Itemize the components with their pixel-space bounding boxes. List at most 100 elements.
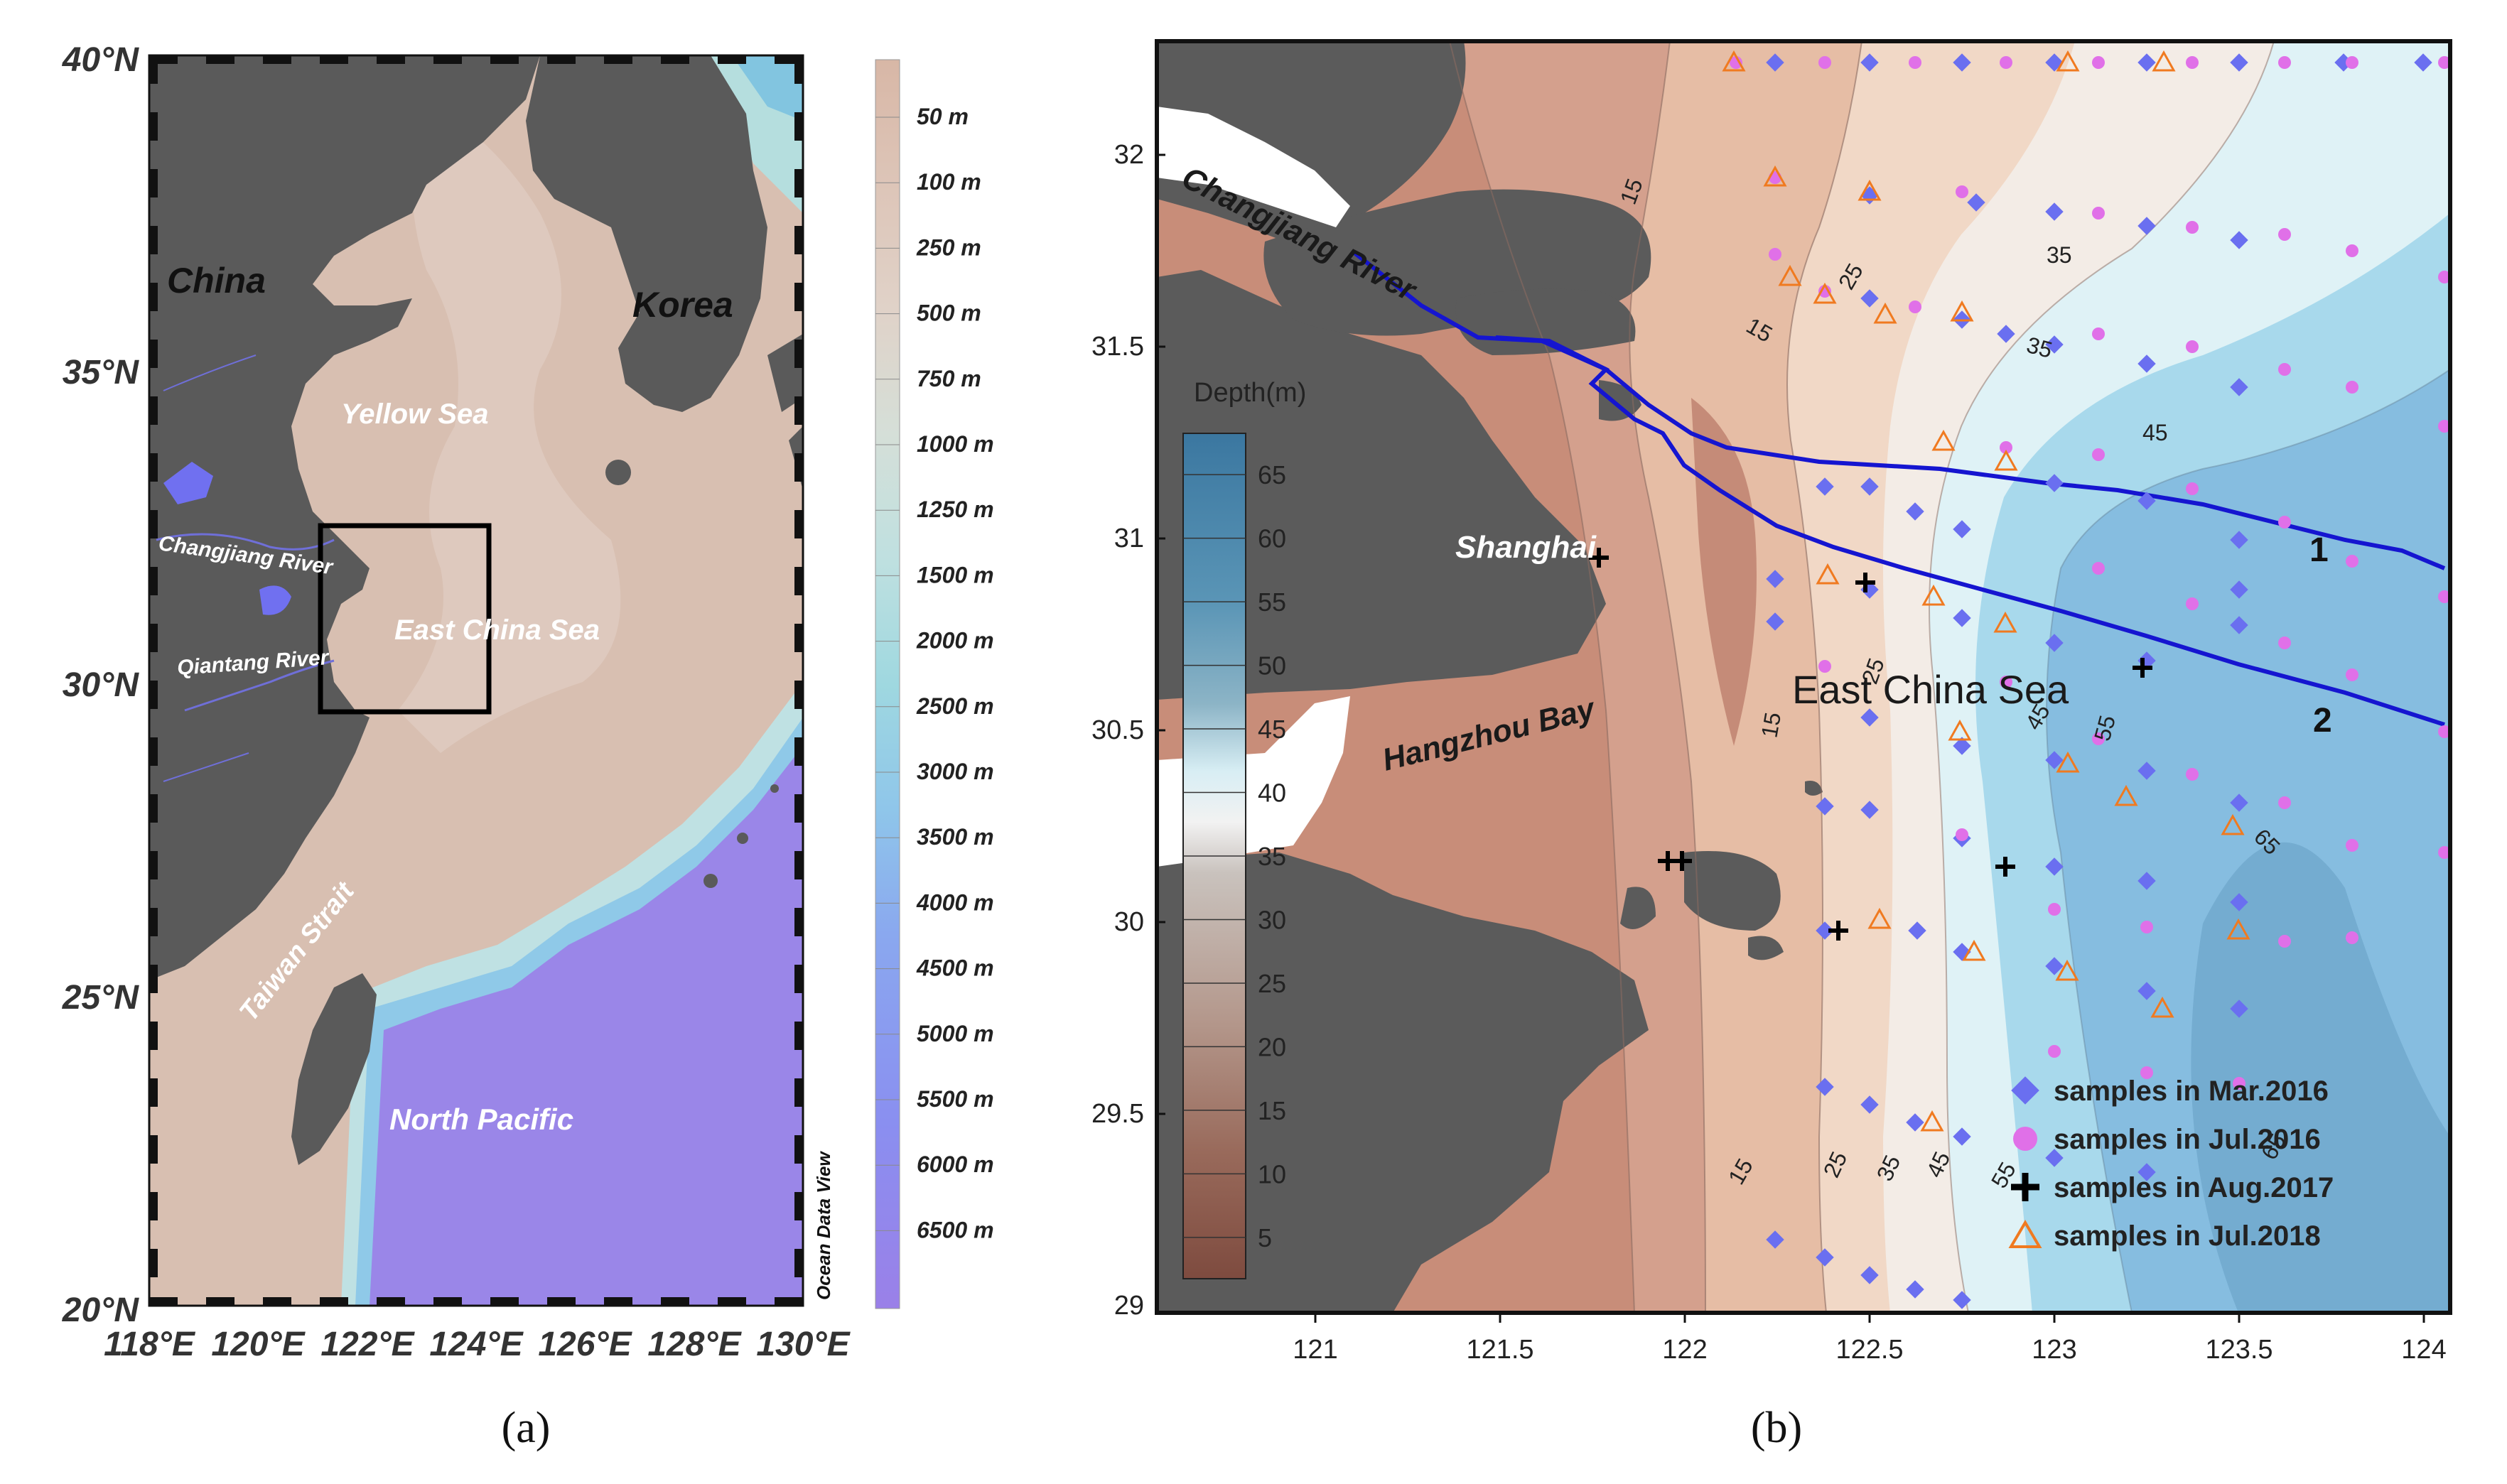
lake [163,462,213,504]
lon-tick: 128°E [647,1326,742,1363]
sample-jul-2016 [2000,441,2012,454]
sample-legend: samples in Mar.2016 samples in Jul.2016 sa… [2008,1076,2334,1252]
label-east-china-sea: East China Sea [394,614,600,646]
sample-jul-2016 [2346,839,2358,852]
colorbar-label: 500 m [917,300,981,326]
sample-jul-2016 [2438,271,2451,283]
x-tick: 122 [1662,1335,1707,1365]
sample-jul-2018 [1921,584,1946,606]
legend-label: samples in Mar.2016 [2054,1076,2329,1107]
transect-2-label: 2 [2313,702,2332,740]
sample-jul-2018 [1873,302,1897,324]
sample-jul-2016 [2092,448,2105,461]
zhoushan-island [1684,851,1781,931]
sample-jul-2016 [2278,56,2291,69]
river-line [163,354,257,391]
colorbar-label: 5000 m [917,1021,994,1046]
colorbar-tick-label: 65 [1258,460,1286,489]
colorbar-label: 1250 m [917,497,994,522]
legend-marker-cross [2011,1173,2039,1201]
label-north-pacific: North Pacific [389,1103,573,1136]
colorbar-label: 2500 m [916,693,994,719]
sample-jul-2016 [2048,1045,2061,1058]
sample-jul-2018 [2150,996,2174,1018]
colorbar-label: 6000 m [917,1152,994,1177]
y-tick: 29 [1114,1291,1144,1321]
sample-jul-2016 [1956,828,1968,841]
label-east-china-sea-b: East China Sea [1792,667,2069,712]
sample-jul-2016 [2186,597,2199,610]
sample-jul-2018 [1858,179,1882,201]
y-tick: 30.5 [1091,715,1144,745]
contour-label: 35 [2047,242,2072,268]
sample-jul-2018 [2152,50,2176,72]
legend-marker-circle [2013,1127,2037,1151]
x-tick: 121.5 [1466,1335,1533,1365]
jeju-island [605,460,631,485]
sample-jul-2016 [2140,1066,2153,1079]
sample-jul-2016 [2186,56,2199,69]
colorbar-tick-label: 35 [1258,842,1286,871]
sample-jul-2016 [1818,660,1831,673]
zhejiang-land [1157,852,1649,1313]
japan-sea-deep [732,55,803,121]
panel-b-frame [1155,39,2452,1315]
colorbar-tick-label: 55 [1258,587,1286,617]
legend-label: samples in Jul.2016 [2054,1124,2321,1155]
sample-jul-2018 [1867,907,1892,929]
sample-aug-2017 [2133,658,2152,678]
lat-tick: 25°N [62,979,140,1017]
sample-aug-2017 [1995,857,2015,877]
label-yellow-sea: Yellow Sea [341,399,489,430]
islet [1620,887,1656,929]
sample-jul-2016 [2438,56,2451,69]
colorbar-label: 4500 m [916,955,994,981]
north-land [1157,41,1466,249]
panel-a-frame [148,54,804,1307]
sample-jul-2016 [2278,363,2291,376]
legend-marker-triangle [2008,1220,2042,1248]
lon-tick: 124°E [429,1326,524,1363]
colorbar-tick-label: 45 [1258,715,1286,744]
sample-jul-2016 [2346,381,2358,394]
depth-10-patch [1691,398,1757,746]
sample-jul-2016 [2278,637,2291,649]
sample-jul-2016 [2346,668,2358,681]
lon-tick: 126°E [538,1326,632,1363]
china-land [149,55,540,980]
sample-jul-2018 [1993,611,2017,633]
legend-marker-diamond [2011,1076,2039,1105]
japan-land [767,334,803,412]
sample-jul-2018 [1950,300,1974,322]
sample-jul-2016 [1818,285,1831,298]
lat-tick: 30°N [63,666,140,704]
x-tick: 123 [2032,1335,2076,1365]
lon-tick: 118°E [104,1326,196,1363]
sample-jul-2016 [2092,56,2105,69]
changjiang-river-line [156,533,335,551]
colorbar-label: 6500 m [917,1217,994,1242]
sample-jul-2016 [2048,903,2061,916]
sample-jul-2016 [2278,935,2291,948]
island [737,833,748,844]
islet [1748,936,1784,960]
colorbar-tick-label: 15 [1258,1096,1286,1125]
legend-label: samples in Aug.2017 [2054,1172,2334,1203]
label-china: China [167,261,266,300]
sample-jul-2018 [1816,563,1840,585]
sample-jul-2016 [2233,1077,2245,1090]
colorbar-label: 5500 m [917,1086,994,1112]
colorbar-tick-label: 25 [1258,969,1286,998]
lake [259,585,291,615]
lat-tick: 35°N [63,354,140,391]
islet [1599,380,1641,421]
islet [1805,781,1823,796]
lon-tick: 122°E [320,1326,415,1363]
contour-label: 15 [1756,710,1786,740]
x-tick: 121 [1293,1335,1337,1365]
x-tick: 124 [2401,1335,2446,1365]
colorbar-tick-label: 50 [1258,651,1286,681]
sample-jul-2016 [1909,300,1921,313]
study-area-box [318,523,492,715]
